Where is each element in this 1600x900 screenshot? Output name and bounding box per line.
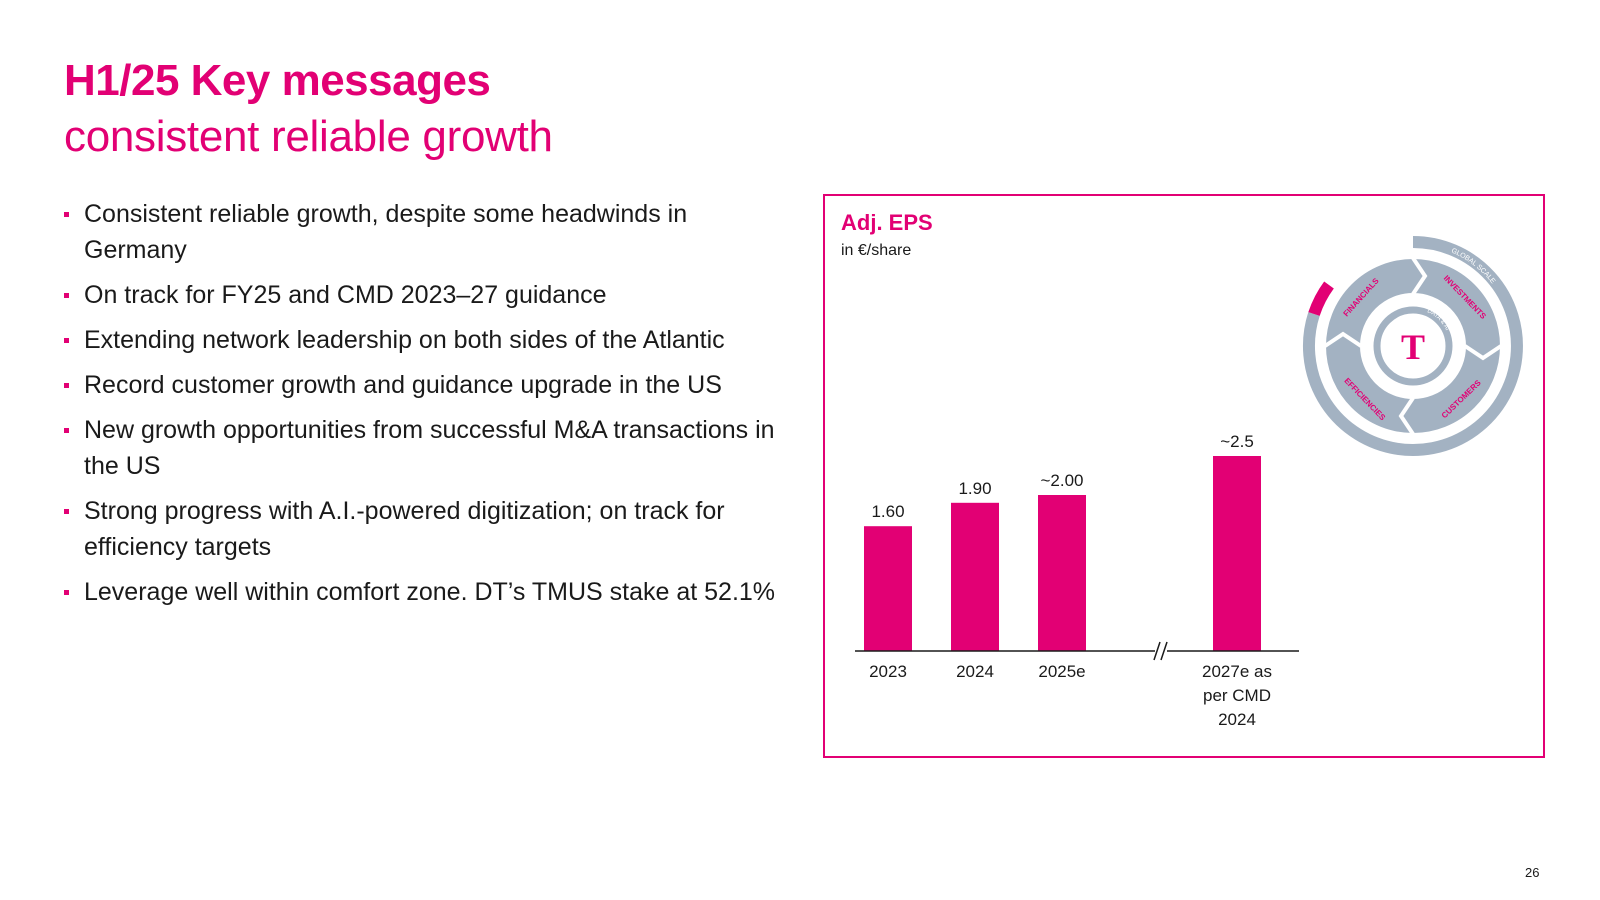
bullet-square-icon [64, 212, 69, 217]
bar-value-label: ~2.5 [1220, 432, 1254, 451]
bullet-text: Consistent reliable growth, despite some… [84, 200, 688, 264]
bullet-square-icon [64, 428, 69, 433]
category-label: 2027e as [1202, 662, 1272, 681]
bar-1 [951, 502, 999, 651]
bar-3 [1213, 456, 1261, 651]
chart-unit: in €/share [841, 242, 912, 259]
bar-value-label: 1.60 [871, 502, 904, 521]
data-ai-ring [1373, 306, 1453, 386]
list-item: Strong progress with A.I.-powered digiti… [64, 493, 784, 565]
page-number: 26 [1525, 865, 1540, 880]
bullet-text: Strong progress with A.I.-powered digiti… [84, 497, 725, 561]
bullet-text: Record customer growth and guidance upgr… [84, 371, 722, 399]
eps-chart-panel: Adj. EPS in €/share 1.60 2023 1.90 2024 ~2.0… [823, 194, 1545, 758]
bullet-square-icon [64, 509, 69, 514]
bar-2 [1038, 495, 1086, 651]
list-item: Record customer growth and guidance upgr… [64, 367, 784, 403]
axis-break-icon [1153, 641, 1168, 661]
bar-value-label: 1.90 [958, 479, 991, 498]
slide-subtitle: consistent reliable growth [64, 112, 553, 161]
category-label: 2024 [956, 662, 994, 681]
ring-accent [1308, 281, 1334, 317]
strategy-wheel-graphic: T FINANCIALS INVESTMENTS CUSTOMERS EFFIC… [1302, 236, 1523, 456]
bar-0 [864, 526, 912, 651]
bullet-text: On track for FY25 and CMD 2023–27 guidan… [84, 281, 607, 309]
category-label: per CMD [1203, 686, 1271, 705]
bullet-text: New growth opportunities from successful… [84, 416, 775, 480]
list-item: New growth opportunities from successful… [64, 412, 784, 484]
list-item: On track for FY25 and CMD 2023–27 guidan… [64, 277, 784, 313]
ring-dividers [1323, 256, 1503, 436]
key-messages-list: Consistent reliable growth, despite some… [64, 196, 784, 619]
slide-title: H1/25 Key messages [64, 56, 491, 105]
list-item: Extending network leadership on both sid… [64, 322, 784, 358]
bullet-text: Extending network leadership on both sid… [84, 326, 725, 354]
bullet-text: Leverage well within comfort zone. DT’s … [84, 578, 776, 606]
logo-disc [1387, 320, 1439, 372]
list-item: Consistent reliable growth, despite some… [64, 196, 784, 268]
bullet-square-icon [64, 293, 69, 298]
category-label: 2023 [869, 662, 907, 681]
quadrant-ring [1326, 259, 1500, 433]
brand-logo-icon: T [1401, 327, 1425, 367]
bullet-square-icon [64, 590, 69, 595]
bar-value-label: ~2.00 [1040, 471, 1083, 490]
eps-bar-chart: 1.60 2023 1.90 2024 ~2.00 2025e ~2.5 2027e as pe… [855, 236, 1523, 729]
bullet-square-icon [64, 383, 69, 388]
category-label: 2025e [1038, 662, 1085, 681]
category-label: 2024 [1218, 710, 1256, 729]
list-item: Leverage well within comfort zone. DT’s … [64, 574, 784, 610]
bullet-square-icon [64, 338, 69, 343]
chart-title: Adj. EPS [841, 210, 933, 235]
global-scale-ring [1302, 236, 1523, 456]
